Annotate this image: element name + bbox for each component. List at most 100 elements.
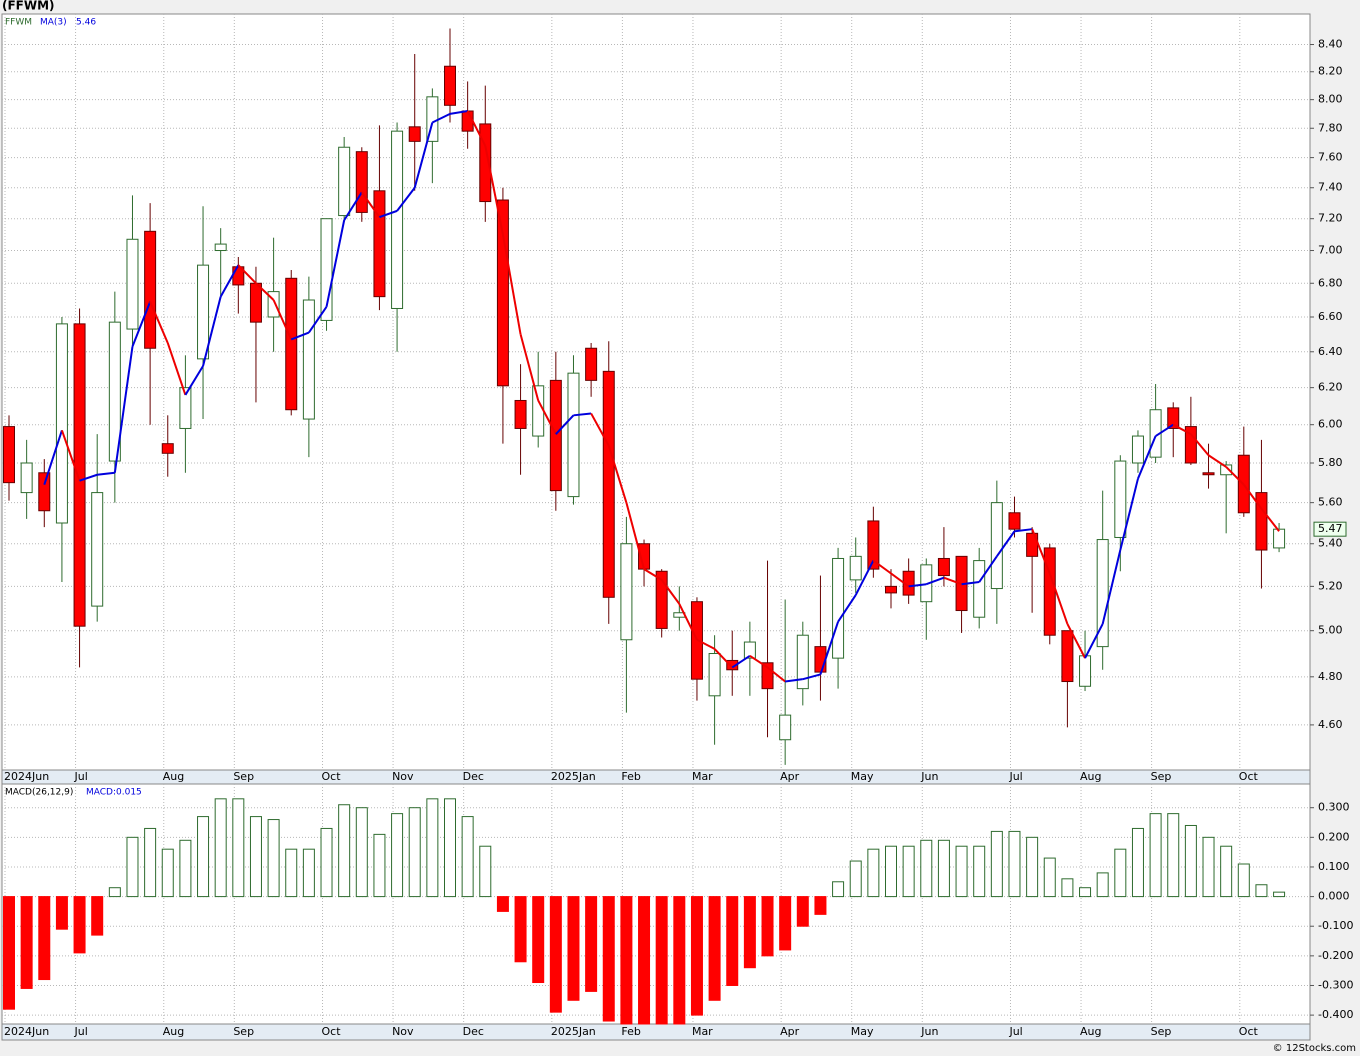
candle-body — [885, 585, 897, 594]
ma-segment — [501, 234, 522, 335]
candle-body — [1202, 472, 1215, 476]
macd-bar — [320, 827, 333, 898]
ma-segment — [573, 412, 592, 417]
macd-bar — [1220, 845, 1233, 898]
y-tick-label: 5.00 — [1318, 624, 1343, 637]
y-tick-label: 8.00 — [1318, 93, 1343, 106]
credit: © 12Stocks.com — [1273, 1043, 1356, 1054]
ma-segment — [961, 581, 980, 586]
ma-segment — [625, 502, 646, 570]
candle-body — [3, 426, 15, 484]
ma-segment — [255, 282, 275, 301]
macd-bar — [1114, 848, 1127, 898]
macd-bar — [779, 896, 792, 951]
candle-body — [937, 557, 950, 577]
macd-bar — [1273, 891, 1286, 898]
ma-segment — [97, 471, 115, 476]
macd-bar — [338, 804, 351, 898]
macd-bar — [267, 819, 280, 898]
y-tick-label: -0.400 — [1318, 1008, 1353, 1021]
ma-segment — [1242, 484, 1263, 510]
candle-body — [461, 110, 474, 132]
macd-bar — [1167, 813, 1180, 898]
ma-segment — [1084, 623, 1104, 659]
candle-body — [708, 653, 721, 697]
macd-bar — [408, 807, 421, 898]
x-tick-label: Dec — [463, 1025, 484, 1038]
x-tick-label: Apr — [780, 770, 800, 783]
y-tick-label: 7.40 — [1318, 181, 1343, 194]
y-tick-label: 8.40 — [1318, 38, 1343, 51]
x-tick-label: 2024Jun — [4, 770, 49, 783]
macd-bar — [885, 845, 897, 898]
x-tick-label: 2024Jun — [4, 1025, 49, 1038]
ma-segment — [749, 654, 769, 669]
candle-body — [479, 123, 492, 203]
ma-segment — [1260, 508, 1280, 532]
candle-body — [355, 151, 368, 213]
x-tick-label: Jun — [920, 770, 938, 783]
macd-bar — [73, 896, 86, 954]
ma-segment — [731, 654, 751, 669]
candle-body — [867, 520, 880, 570]
ma-segment — [60, 430, 81, 481]
macd-bar — [585, 896, 598, 992]
candle-body — [849, 555, 862, 581]
x-tick-label: Sep — [233, 770, 254, 783]
candle-body — [796, 634, 809, 690]
candle-body — [1096, 539, 1109, 648]
candle-body — [302, 299, 315, 420]
macd-bar — [849, 860, 862, 898]
x-tick-label: Oct — [322, 1025, 342, 1038]
macd-bar — [1061, 878, 1074, 898]
macd-x-strip — [1, 1023, 1311, 1041]
x-tick-label: Aug — [163, 1025, 184, 1038]
candle-body — [249, 282, 262, 323]
x-tick-label: Oct — [1239, 1025, 1259, 1038]
ma-segment — [519, 333, 540, 401]
x-tick-label: Apr — [780, 1025, 800, 1038]
macd-bar — [355, 807, 368, 898]
x-tick-label: Aug — [163, 770, 184, 783]
candle-body — [1184, 426, 1197, 464]
ma-segment — [431, 112, 451, 124]
candle-body — [214, 243, 227, 252]
ma-segment — [1014, 528, 1033, 533]
ma-segment — [819, 621, 840, 675]
ma-segment — [854, 560, 875, 596]
y-tick-label: 0.300 — [1318, 801, 1350, 814]
ma-segment — [166, 342, 187, 396]
x-tick-label: 2025Jan — [551, 1025, 596, 1038]
macd-bar — [373, 833, 386, 898]
ma-segment — [555, 414, 575, 435]
macd-bar — [955, 845, 968, 898]
x-tick-label: Oct — [322, 770, 342, 783]
candle-body — [514, 399, 527, 429]
candle-body — [20, 462, 33, 494]
candle-body — [1043, 547, 1056, 636]
ma-segment — [379, 209, 398, 219]
macd-bar — [920, 839, 933, 898]
macd-bar — [690, 896, 703, 1016]
candle-body — [1220, 464, 1233, 476]
y-tick-label: 5.40 — [1318, 537, 1343, 550]
ma-segment — [1155, 423, 1174, 437]
macd-bar — [1026, 836, 1039, 898]
candle-body — [567, 372, 580, 498]
x-tick-label: Sep — [233, 1025, 254, 1038]
macd-title: MACD(26,12,9) — [5, 788, 73, 798]
candle-body — [743, 641, 756, 659]
ma-segment — [449, 110, 468, 115]
macd-bar — [479, 845, 492, 898]
macd-bar — [1079, 887, 1092, 898]
macd-bar — [549, 896, 562, 1013]
candle-body — [761, 662, 774, 690]
y-tick-label: 5.80 — [1318, 456, 1343, 469]
ma-segment — [607, 445, 628, 503]
ma-segment — [43, 430, 63, 485]
macd-bar — [937, 839, 950, 898]
ma-segment — [343, 191, 363, 221]
candle-body — [1273, 528, 1286, 549]
y-tick-label: 7.20 — [1318, 212, 1343, 225]
